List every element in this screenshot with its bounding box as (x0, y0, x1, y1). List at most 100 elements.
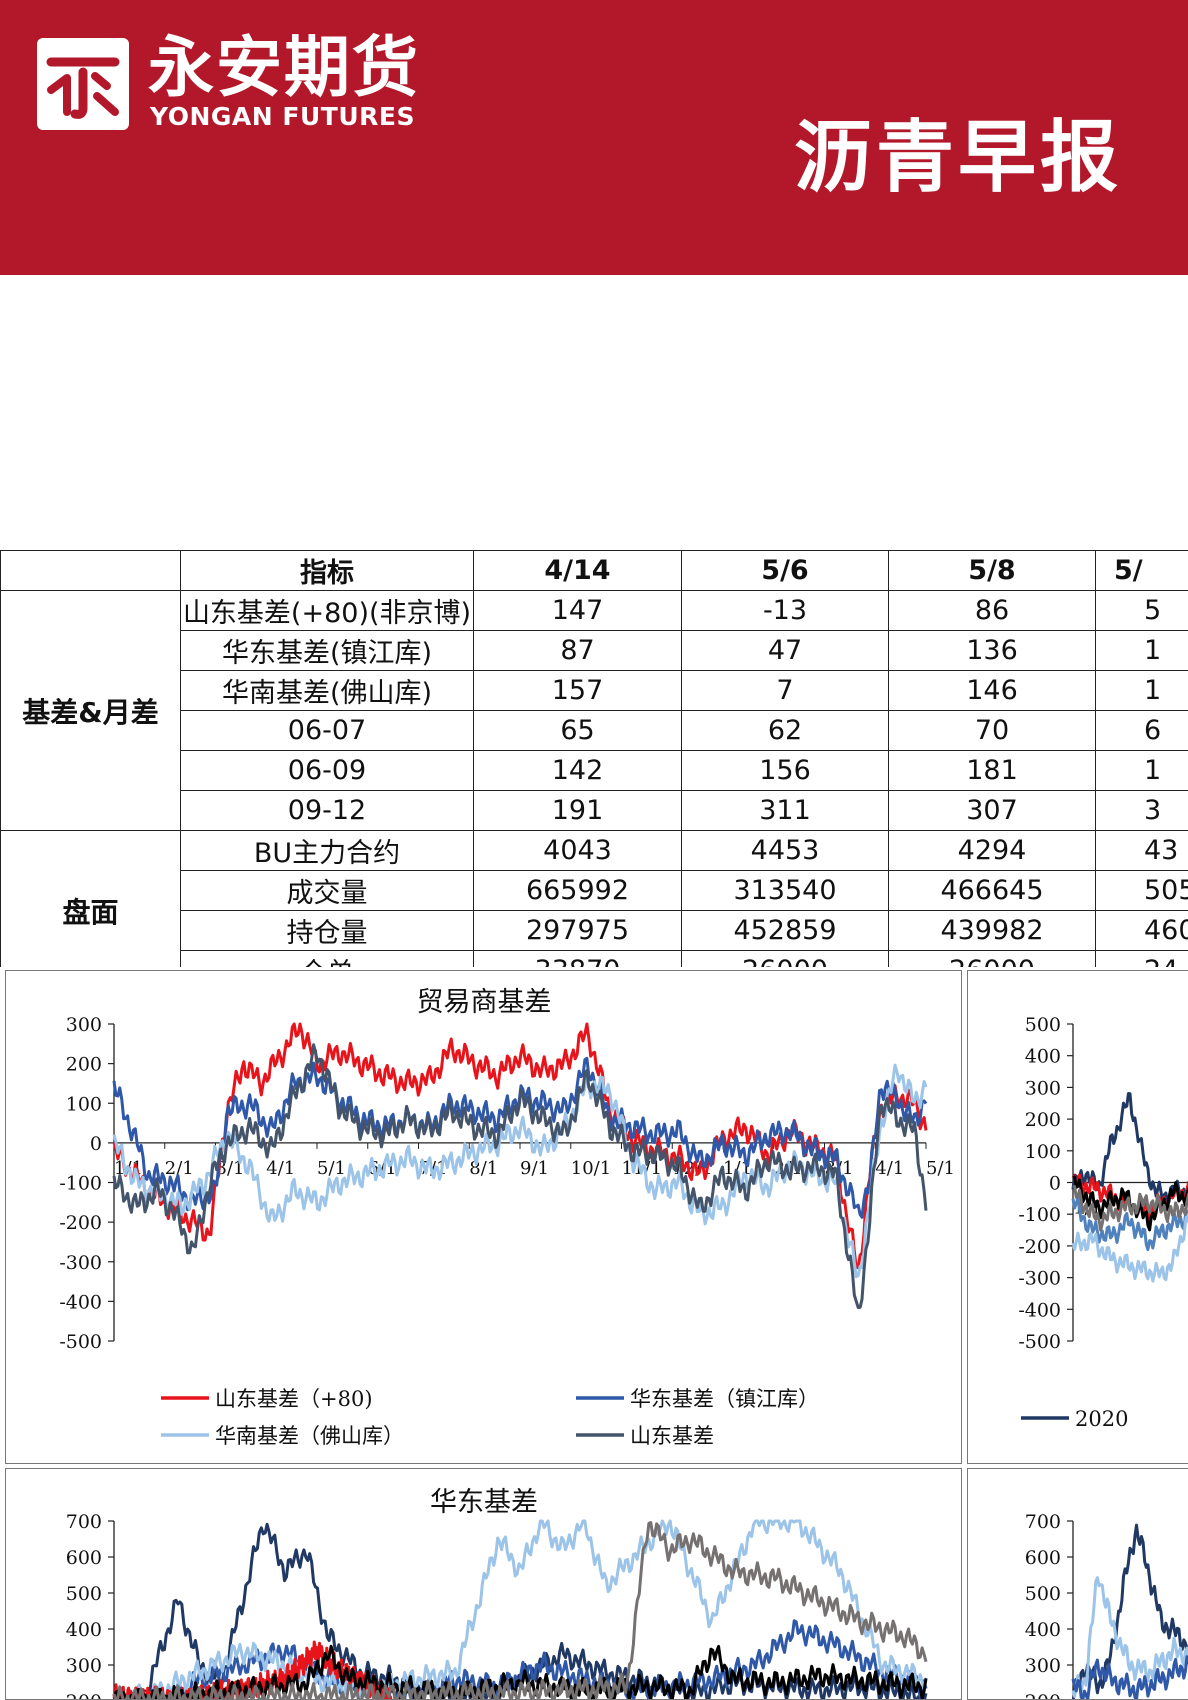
y-tick-label: -300 (1018, 1268, 1061, 1290)
header-empty-cell (1, 551, 181, 591)
chart-title: 华东基差 (430, 1487, 538, 1518)
value-cell: 297975 (474, 911, 682, 951)
y-tick-label: 400 (66, 1619, 102, 1641)
header-date: 5/6 (682, 551, 889, 591)
y-tick-label: -300 (59, 1252, 102, 1274)
value-cell: 4453 (682, 831, 889, 871)
y-tick-label: -200 (59, 1212, 102, 1234)
chart-title: 贸易商基差 (417, 987, 552, 1018)
y-tick-label: 500 (1025, 1583, 1061, 1605)
y-tick-label: 200 (66, 1054, 102, 1076)
indicator-table: 指标 4/14 5/6 5/8 5/ 基差&月差山东基差(+80)(非京博)14… (0, 550, 1188, 967)
indicator-label: 仓单 (181, 951, 474, 968)
indicator-label: 06-09 (181, 751, 474, 791)
group-label: 基差&月差 (1, 591, 181, 831)
y-tick-label: 400 (1025, 1619, 1061, 1641)
report-header: 永安期货 YONGAN FUTURES 沥青早报 (0, 0, 1188, 275)
value-cell: 3 (1096, 791, 1188, 831)
y-tick-label: -100 (59, 1173, 102, 1195)
chart-panel-east-china-basis: 华东基差700600500400300200 (5, 1468, 962, 1700)
x-tick-label: 5/1 (926, 1158, 955, 1179)
x-tick-label: 10/1 (571, 1158, 611, 1179)
y-tick-label: 300 (1025, 1655, 1061, 1677)
x-tick-label: 4/1 (266, 1158, 295, 1179)
y-tick-label: -200 (1018, 1236, 1061, 1258)
y-tick-label: 600 (1025, 1547, 1061, 1569)
value-cell: 439982 (889, 911, 1096, 951)
value-cell: 142 (474, 751, 682, 791)
chart-panel-right-bottom: 700600500400300200 (967, 1468, 1188, 1700)
right-bottom-chart: 700600500400300200 (968, 1469, 1188, 1699)
x-tick-label: 9/1 (520, 1158, 549, 1179)
value-cell: 33870 (474, 951, 682, 968)
value-cell: 86 (889, 591, 1096, 631)
y-tick-label: 300 (1025, 1077, 1061, 1099)
group-label: 盘面 (1, 831, 181, 968)
value-cell: 26000 (682, 951, 889, 968)
basis-yearly-chart: 5004003002001000-100-200-300-400-5001/12… (968, 971, 1188, 1463)
header-indicator: 指标 (181, 551, 474, 591)
y-tick-label: 200 (1025, 1691, 1061, 1699)
y-tick-label: 0 (90, 1133, 102, 1155)
y-tick-label: 300 (66, 1014, 102, 1036)
value-cell: 1 (1096, 751, 1188, 791)
y-tick-label: 100 (66, 1093, 102, 1115)
legend-label: 华南基差（佛山库） (215, 1424, 404, 1448)
y-tick-label: -100 (1018, 1204, 1061, 1226)
table-header-row: 指标 4/14 5/6 5/8 5/ (1, 551, 1188, 591)
value-cell: 26000 (889, 951, 1096, 968)
east-china-basis-chart: 华东基差700600500400300200 (6, 1469, 961, 1699)
indicator-label: 09-12 (181, 791, 474, 831)
y-tick-label: -500 (59, 1331, 102, 1353)
value-cell: 47 (682, 631, 889, 671)
value-cell: 87 (474, 631, 682, 671)
y-tick-label: 200 (1025, 1109, 1061, 1131)
y-tick-label: -400 (59, 1291, 102, 1313)
indicator-label: 成交量 (181, 871, 474, 911)
yongan-logo-icon (37, 38, 129, 130)
value-cell: 65 (474, 711, 682, 751)
y-tick-label: 200 (66, 1691, 102, 1699)
legend-label: 2020 (1075, 1407, 1128, 1431)
value-cell: 4294 (889, 831, 1096, 871)
brand-name-en: YONGAN FUTURES (150, 102, 415, 131)
value-cell: 452859 (682, 911, 889, 951)
x-tick-label: 5/1 (317, 1158, 346, 1179)
value-cell: 505 (1096, 871, 1188, 911)
indicator-label: 华南基差(佛山库) (181, 671, 474, 711)
y-tick-label: 500 (1025, 1014, 1061, 1036)
y-tick-label: 100 (1025, 1141, 1061, 1163)
value-cell: 4043 (474, 831, 682, 871)
value-cell: 307 (889, 791, 1096, 831)
value-cell: 181 (889, 751, 1096, 791)
header-date: 5/8 (889, 551, 1096, 591)
value-cell: 157 (474, 671, 682, 711)
value-cell: 311 (682, 791, 889, 831)
legend-label: 华东基差（镇江库） (630, 1387, 819, 1411)
legend-label: 山东基差 (630, 1424, 714, 1448)
value-cell: 62 (682, 711, 889, 751)
x-tick-label: 4/1 (875, 1158, 904, 1179)
indicator-label: 山东基差(+80)(非京博) (181, 591, 474, 631)
y-tick-label: 400 (1025, 1046, 1061, 1068)
indicator-table-container: 指标 4/14 5/6 5/8 5/ 基差&月差山东基差(+80)(非京博)14… (0, 275, 1188, 967)
y-tick-label: -500 (1018, 1331, 1061, 1353)
y-tick-label: 0 (1049, 1173, 1061, 1195)
value-cell: 191 (474, 791, 682, 831)
value-cell: 5 (1096, 591, 1188, 631)
y-tick-label: -400 (1018, 1299, 1061, 1321)
y-tick-label: 300 (66, 1655, 102, 1677)
value-cell: 146 (889, 671, 1096, 711)
value-cell: 147 (474, 591, 682, 631)
value-cell: -13 (682, 591, 889, 631)
header-date: 4/14 (474, 551, 682, 591)
value-cell: 156 (682, 751, 889, 791)
indicator-label: 持仓量 (181, 911, 474, 951)
value-cell: 7 (682, 671, 889, 711)
y-tick-label: 600 (66, 1547, 102, 1569)
value-cell: 460 (1096, 911, 1188, 951)
value-cell: 24 (1096, 951, 1188, 968)
